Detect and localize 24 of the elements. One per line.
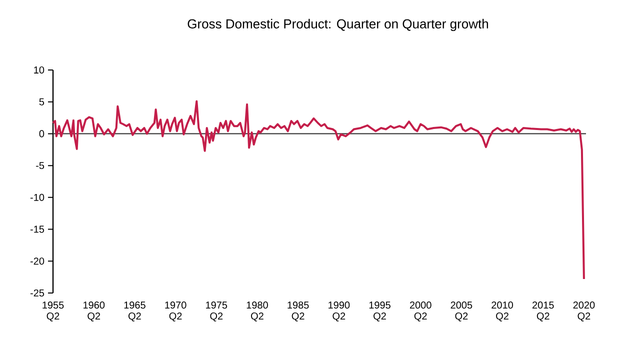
x-tick-label: 2000 Q2 [410, 302, 432, 322]
y-tick-label: -5 [36, 162, 44, 170]
line-series [52, 100, 585, 280]
y-tick-label: 10 [34, 66, 44, 74]
x-tick-label: 2005 Q2 [450, 302, 472, 322]
x-tick-label: 1980 Q2 [246, 302, 268, 322]
x-tick-label: 1965 Q2 [124, 302, 146, 322]
x-tick-label: 1955 Q2 [42, 302, 64, 322]
x-tick-label: 1995 Q2 [369, 302, 390, 322]
y-tick-label: -15 [30, 226, 44, 233]
x-tick-label: 1990 Q2 [328, 302, 350, 322]
y-tick-label: -25 [30, 289, 44, 297]
x-tick-label: 2010 Q2 [492, 302, 514, 322]
y-tick-label: 0 [39, 130, 44, 138]
y-tick-label: -10 [30, 194, 44, 201]
x-tick-label: 2020 Q2 [573, 302, 595, 322]
x-tick-label: 2015 Q2 [532, 302, 554, 322]
x-tick-label: 1960 Q2 [84, 302, 105, 322]
x-tick-label: 1985 Q2 [288, 302, 309, 322]
y-tick-label: 5 [39, 98, 44, 106]
y-tick-label: -20 [30, 258, 44, 265]
x-tick-label: 1975 Q2 [206, 302, 228, 322]
chart-title: Gross Domestic Product: Quarter on Quarter growth [188, 18, 488, 32]
x-tick-label: 1970 Q2 [165, 302, 186, 322]
